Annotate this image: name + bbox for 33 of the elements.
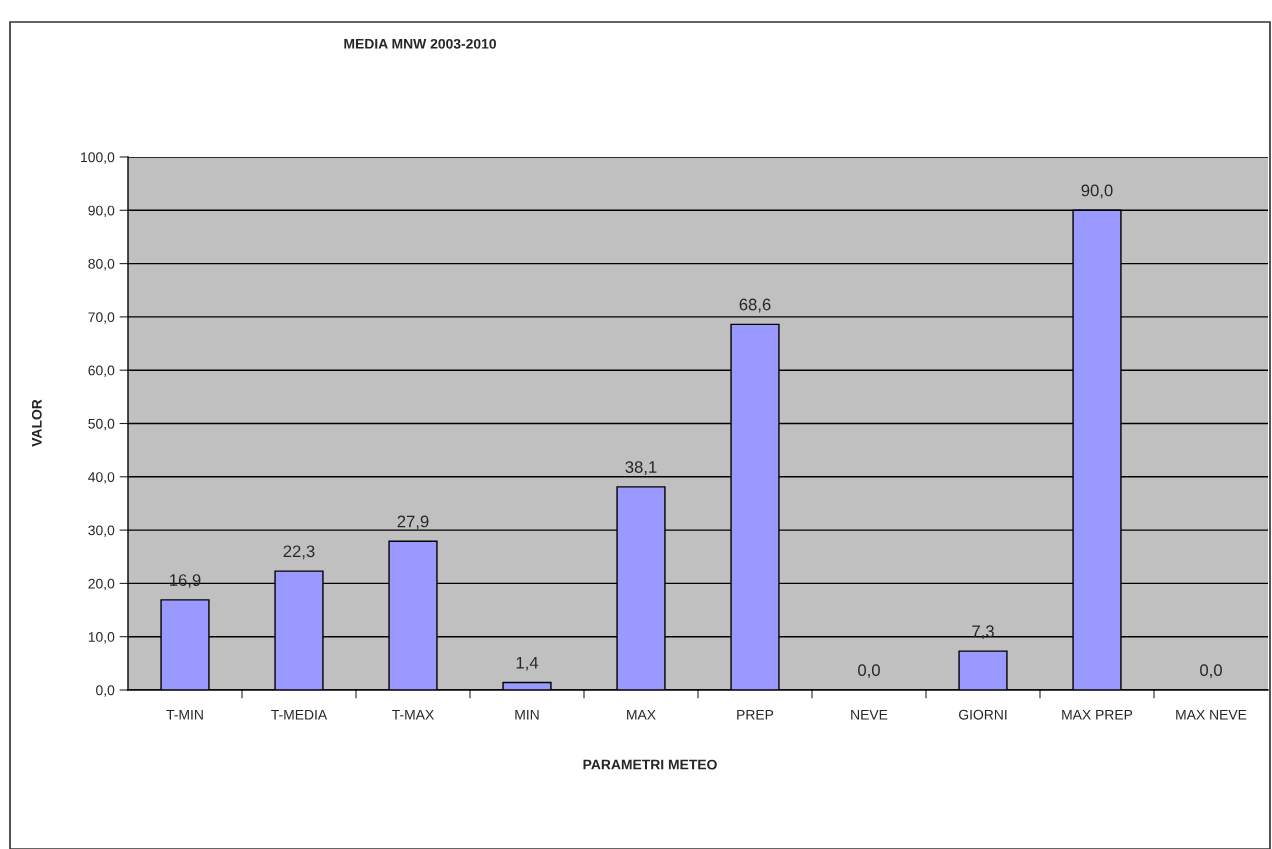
- chart-title: MEDIA MNW 2003-2010: [344, 38, 496, 49]
- data-label: 27,9: [397, 515, 429, 530]
- y-tick-label: 90,0: [88, 205, 115, 218]
- data-label: 38,1: [625, 461, 657, 475]
- data-label: 22,3: [283, 545, 315, 560]
- y-tick-label: 40,0: [88, 472, 115, 484]
- data-label: 1,4: [516, 656, 539, 671]
- y-tick-label: 70,0: [88, 312, 115, 324]
- y-tick-label: 100,0: [81, 152, 115, 164]
- data-label: 68,6: [739, 298, 771, 313]
- y-tick-label: 60,0: [88, 365, 115, 378]
- x-tick-label: T-MEDIA: [271, 709, 328, 720]
- data-label: 0,0: [858, 664, 880, 679]
- data-label: 7,3: [972, 625, 994, 640]
- x-tick-label: MIN: [515, 709, 539, 720]
- x-axis-title: PARAMETRI METEO: [583, 759, 717, 770]
- y-axis-title: VALOR: [31, 399, 42, 447]
- x-tick-label: T-MAX: [392, 709, 434, 720]
- y-tick-label: 10,0: [88, 632, 115, 644]
- x-tick-label: T-MIN: [166, 709, 203, 720]
- y-tick-label: 80,0: [88, 258, 115, 271]
- data-label: 0,0: [1200, 664, 1222, 679]
- x-tick-label: GIORNI: [959, 709, 1007, 720]
- x-tick-label: MAX PREP: [1062, 709, 1133, 720]
- x-tick-label: MAX: [627, 709, 656, 720]
- y-tick-label: 50,0: [88, 418, 115, 431]
- y-tick-label: 30,0: [88, 525, 115, 537]
- data-label: 90,0: [1081, 184, 1113, 199]
- y-tick-label: 0,0: [96, 685, 115, 697]
- y-tick-label: 20,0: [88, 578, 115, 591]
- x-tick-label: MAX NEVE: [1176, 709, 1247, 720]
- x-tick-label: NEVE: [851, 709, 888, 720]
- x-tick-label: PREP: [737, 709, 774, 720]
